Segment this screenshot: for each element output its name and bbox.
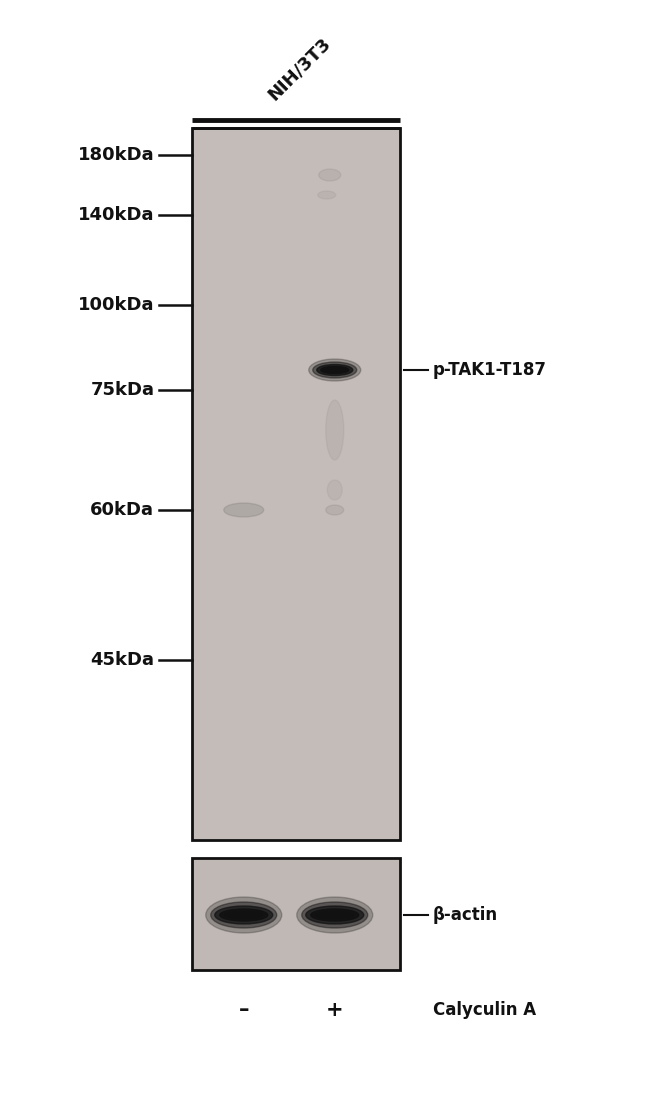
Text: 75kDa: 75kDa xyxy=(90,381,154,399)
Ellipse shape xyxy=(297,896,372,933)
Text: +: + xyxy=(326,1000,344,1020)
Text: –: – xyxy=(239,1000,249,1020)
Bar xyxy=(192,128,400,840)
Text: 45kDa: 45kDa xyxy=(90,651,154,669)
Ellipse shape xyxy=(326,505,344,514)
Ellipse shape xyxy=(302,902,368,928)
Ellipse shape xyxy=(306,906,364,924)
Ellipse shape xyxy=(211,902,277,928)
Ellipse shape xyxy=(320,367,349,373)
Text: p-TAK1-T187: p-TAK1-T187 xyxy=(433,361,547,379)
Text: NIH/3T3: NIH/3T3 xyxy=(265,34,334,104)
Ellipse shape xyxy=(316,912,354,919)
Ellipse shape xyxy=(317,364,353,375)
Ellipse shape xyxy=(225,912,263,919)
Ellipse shape xyxy=(206,896,281,933)
Ellipse shape xyxy=(327,480,343,500)
Text: 60kDa: 60kDa xyxy=(90,501,154,519)
Ellipse shape xyxy=(318,169,341,181)
Ellipse shape xyxy=(311,909,359,921)
Ellipse shape xyxy=(318,191,336,199)
Ellipse shape xyxy=(224,503,264,517)
Text: 180kDa: 180kDa xyxy=(77,146,154,164)
Ellipse shape xyxy=(214,906,273,924)
Ellipse shape xyxy=(309,359,361,381)
Ellipse shape xyxy=(326,400,344,460)
Text: β-actin: β-actin xyxy=(433,906,498,924)
Text: 140kDa: 140kDa xyxy=(78,206,154,224)
Bar xyxy=(192,858,400,970)
Text: Calyculin A: Calyculin A xyxy=(433,1001,536,1019)
Ellipse shape xyxy=(313,362,357,378)
Ellipse shape xyxy=(220,909,268,921)
Text: 100kDa: 100kDa xyxy=(78,296,154,314)
